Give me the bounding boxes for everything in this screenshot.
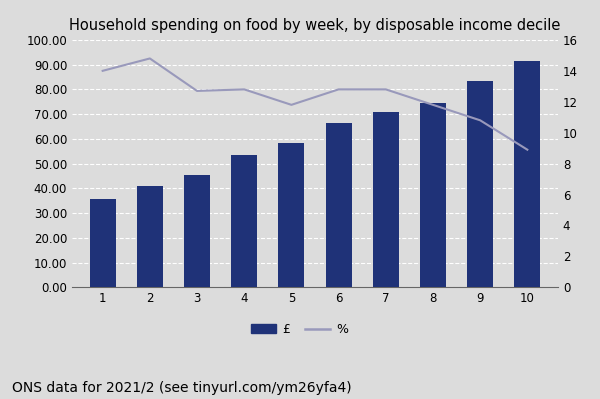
Bar	[326, 123, 352, 287]
Bar	[278, 142, 304, 287]
Bar	[137, 186, 163, 287]
Bar	[89, 200, 116, 287]
Bar	[184, 175, 210, 287]
Legend: £, %: £, %	[247, 318, 353, 341]
Text: ONS data for 2021/2 (see tinyurl.com/ym26yfa4): ONS data for 2021/2 (see tinyurl.com/ym2…	[12, 381, 352, 395]
Bar	[231, 155, 257, 287]
Bar	[467, 81, 493, 287]
Bar	[420, 103, 446, 287]
Bar	[373, 112, 399, 287]
Title: Household spending on food by week, by disposable income decile: Household spending on food by week, by d…	[70, 18, 560, 33]
Bar	[514, 61, 541, 287]
